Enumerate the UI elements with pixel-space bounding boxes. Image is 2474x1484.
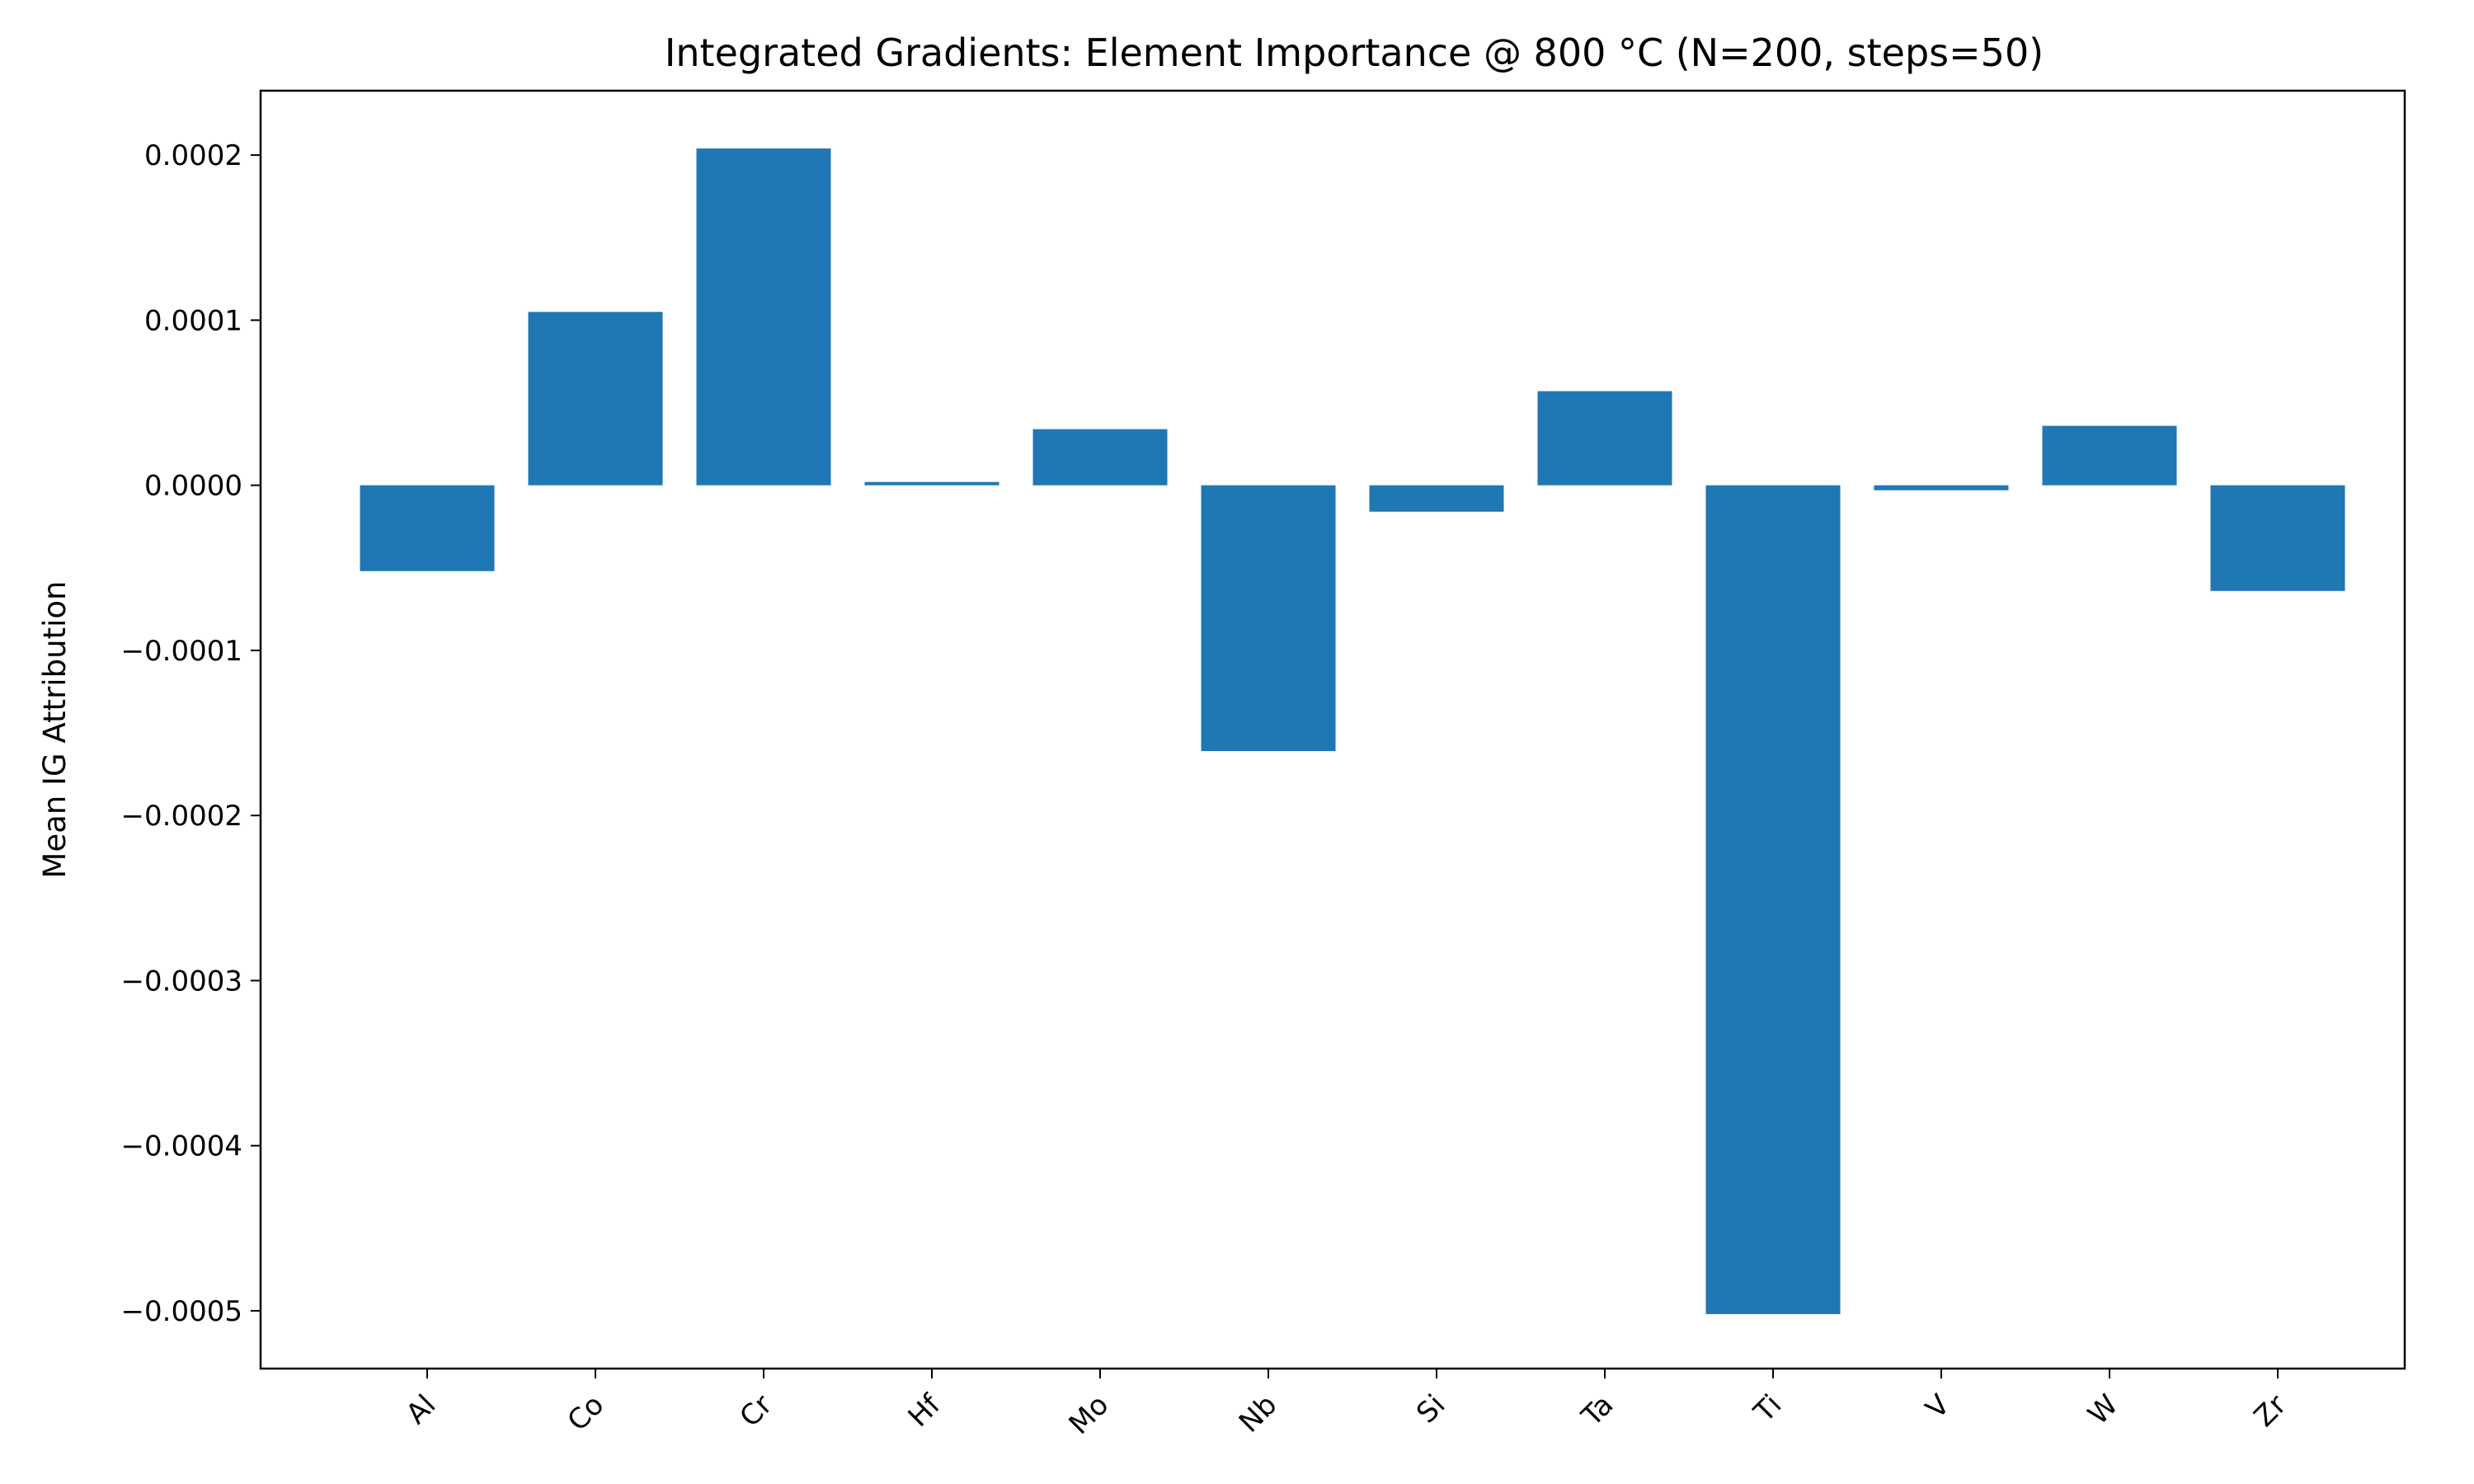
bar-Cr bbox=[696, 148, 831, 486]
x-tick-label: Hf bbox=[902, 1388, 948, 1434]
bar-Nb bbox=[1201, 485, 1336, 752]
bar-Zr bbox=[2210, 485, 2345, 591]
bar-W bbox=[2042, 425, 2177, 486]
bar-Mo bbox=[1032, 429, 1168, 486]
y-tick-label: −0.0003 bbox=[121, 965, 242, 998]
bars-group bbox=[360, 148, 2345, 1314]
x-tick-label: Ti bbox=[1747, 1388, 1789, 1430]
x-tick-label: Nb bbox=[1233, 1388, 1284, 1439]
x-tick-label: Cr bbox=[733, 1388, 778, 1434]
x-tick-label: Ta bbox=[1575, 1388, 1620, 1433]
plot-frame bbox=[259, 89, 2406, 1370]
x-tick-label: Mo bbox=[1063, 1388, 1116, 1441]
y-tick-label: 0.0001 bbox=[144, 304, 242, 337]
x-ticks-group: Al Co Cr Hf Mo Nb Si Ta Ti V W Zr bbox=[400, 1369, 2293, 1441]
x-tick-label: Co bbox=[562, 1388, 611, 1438]
y-tick-label: 0.0002 bbox=[144, 139, 242, 172]
bar-Hf bbox=[864, 481, 999, 486]
x-tick-label: W bbox=[2081, 1388, 2124, 1431]
y-tick-label: −0.0005 bbox=[121, 1295, 242, 1328]
bar-V bbox=[1874, 485, 2009, 491]
bar-Ti bbox=[1705, 485, 1841, 1314]
y-tick-label: −0.0001 bbox=[121, 635, 242, 668]
y-tick-label: −0.0002 bbox=[121, 800, 242, 833]
chart-title: Integrated Gradients: Element Importance… bbox=[665, 31, 2044, 75]
y-axis-label: Mean IG Attribution bbox=[37, 581, 73, 879]
y-tick-label: −0.0004 bbox=[121, 1130, 242, 1163]
y-ticks-group: 0.0002 0.0001 0.0000 −0.0001 −0.0002 −0.0003 −… bbox=[121, 139, 261, 1328]
x-tick-label: V bbox=[1920, 1388, 1957, 1425]
bar-Co bbox=[528, 312, 663, 486]
bar-Si bbox=[1369, 485, 1504, 512]
x-tick-label: Zr bbox=[2248, 1388, 2293, 1434]
x-tick-label: Si bbox=[1410, 1388, 1451, 1430]
bar-Ta bbox=[1537, 391, 1672, 486]
x-tick-label: Al bbox=[400, 1388, 442, 1430]
y-tick-label: 0.0000 bbox=[144, 470, 242, 503]
bar-Al bbox=[360, 485, 495, 571]
